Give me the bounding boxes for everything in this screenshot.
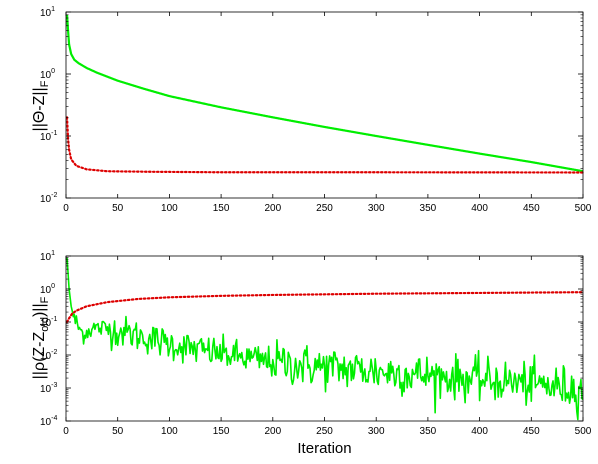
top-panel: 0 50 100 150 200 250 300 350 400 450 500 10-210-11… [31,6,592,214]
x-tick-label: 300 [368,426,385,437]
top-series-line-green-solid [65,14,584,173]
y-tick-exponent: -4 [51,415,57,422]
x-tick-label: 50 [112,203,124,214]
y-tick-base: 10 [40,318,52,329]
bottom-series-line-green-solid [66,257,584,421]
x-tick-label: 150 [213,203,230,214]
bottom-panel: 0 50 100 150 200 250 300 350 400 450 500 10-410-31… [31,250,592,457]
y-tick-base: 10 [40,70,52,81]
x-tick-label: 250 [316,426,333,437]
y-tick-label: 100 [40,283,55,296]
x-tick-label: 400 [471,426,488,437]
y-tick-label: 10-2 [40,192,57,205]
bottom-panel-series [65,257,585,421]
y-tick-exponent: -1 [51,316,57,323]
y-tick-label: 10-3 [40,382,57,395]
y-tick-base: 10 [40,252,52,263]
y-tick-label: 101 [40,250,55,263]
x-tick-label: 350 [420,203,437,214]
x-tick-label: 450 [523,426,540,437]
x-tick-label: 250 [316,203,333,214]
y-tick-label: 101 [40,6,55,19]
x-tick-label: 50 [112,426,124,437]
bottom-panel-x-axis-label: Iteration [297,440,351,457]
top-panel-x-ticks: 0 50 100 150 200 250 300 350 400 450 500 [63,12,592,214]
bottom-panel-x-ticks: 0 50 100 150 200 250 300 350 400 450 500 [63,256,592,437]
y-tick-label: 10-1 [40,316,57,329]
bottom-series-line-red-dotted [65,291,585,324]
y-tick-exponent: -1 [51,130,57,137]
x-tick-label: 100 [161,426,178,437]
y-tick-exponent: 0 [51,283,55,290]
top-panel-y-axis-label: ||Θ-Z||F [31,80,51,131]
y-tick-base: 10 [40,8,52,19]
y-tick-label: 10-1 [40,130,57,143]
y-tick-label: 100 [40,68,55,81]
x-tick-label: 400 [471,203,488,214]
y-tick-base: 10 [40,384,52,395]
x-tick-label: 450 [523,203,540,214]
y-tick-base: 10 [40,132,52,143]
x-tick-label: 500 [575,203,592,214]
y-tick-label: 10-4 [40,415,57,428]
y-tick-exponent: -2 [51,192,57,199]
x-tick-label: 100 [161,203,178,214]
top-series-line-red-dotted [65,116,585,174]
x-tick-label: 150 [213,426,230,437]
y-tick-base: 10 [40,351,52,362]
y-tick-exponent: 1 [51,6,55,13]
y-tick-exponent: -3 [51,382,57,389]
y-tick-label: 10-2 [40,349,57,362]
x-tick-label: 500 [575,426,592,437]
x-tick-label: 0 [63,203,69,214]
y-tick-exponent: -2 [51,349,57,356]
y-tick-base: 10 [40,285,52,296]
y-tick-base: 10 [40,417,52,428]
x-tick-label: 300 [368,203,385,214]
y-tick-exponent: 1 [51,250,55,257]
y-tick-exponent: 0 [51,68,55,75]
x-tick-label: 200 [264,203,281,214]
x-tick-label: 350 [420,426,437,437]
x-tick-label: 0 [63,426,69,437]
top-panel-series [65,14,585,174]
top-panel-frame [65,11,584,199]
bottom-panel-y-axis-label: ||ρ(Z-Zold)||F [31,296,51,379]
y-tick-base: 10 [40,194,52,205]
x-tick-label: 200 [264,426,281,437]
